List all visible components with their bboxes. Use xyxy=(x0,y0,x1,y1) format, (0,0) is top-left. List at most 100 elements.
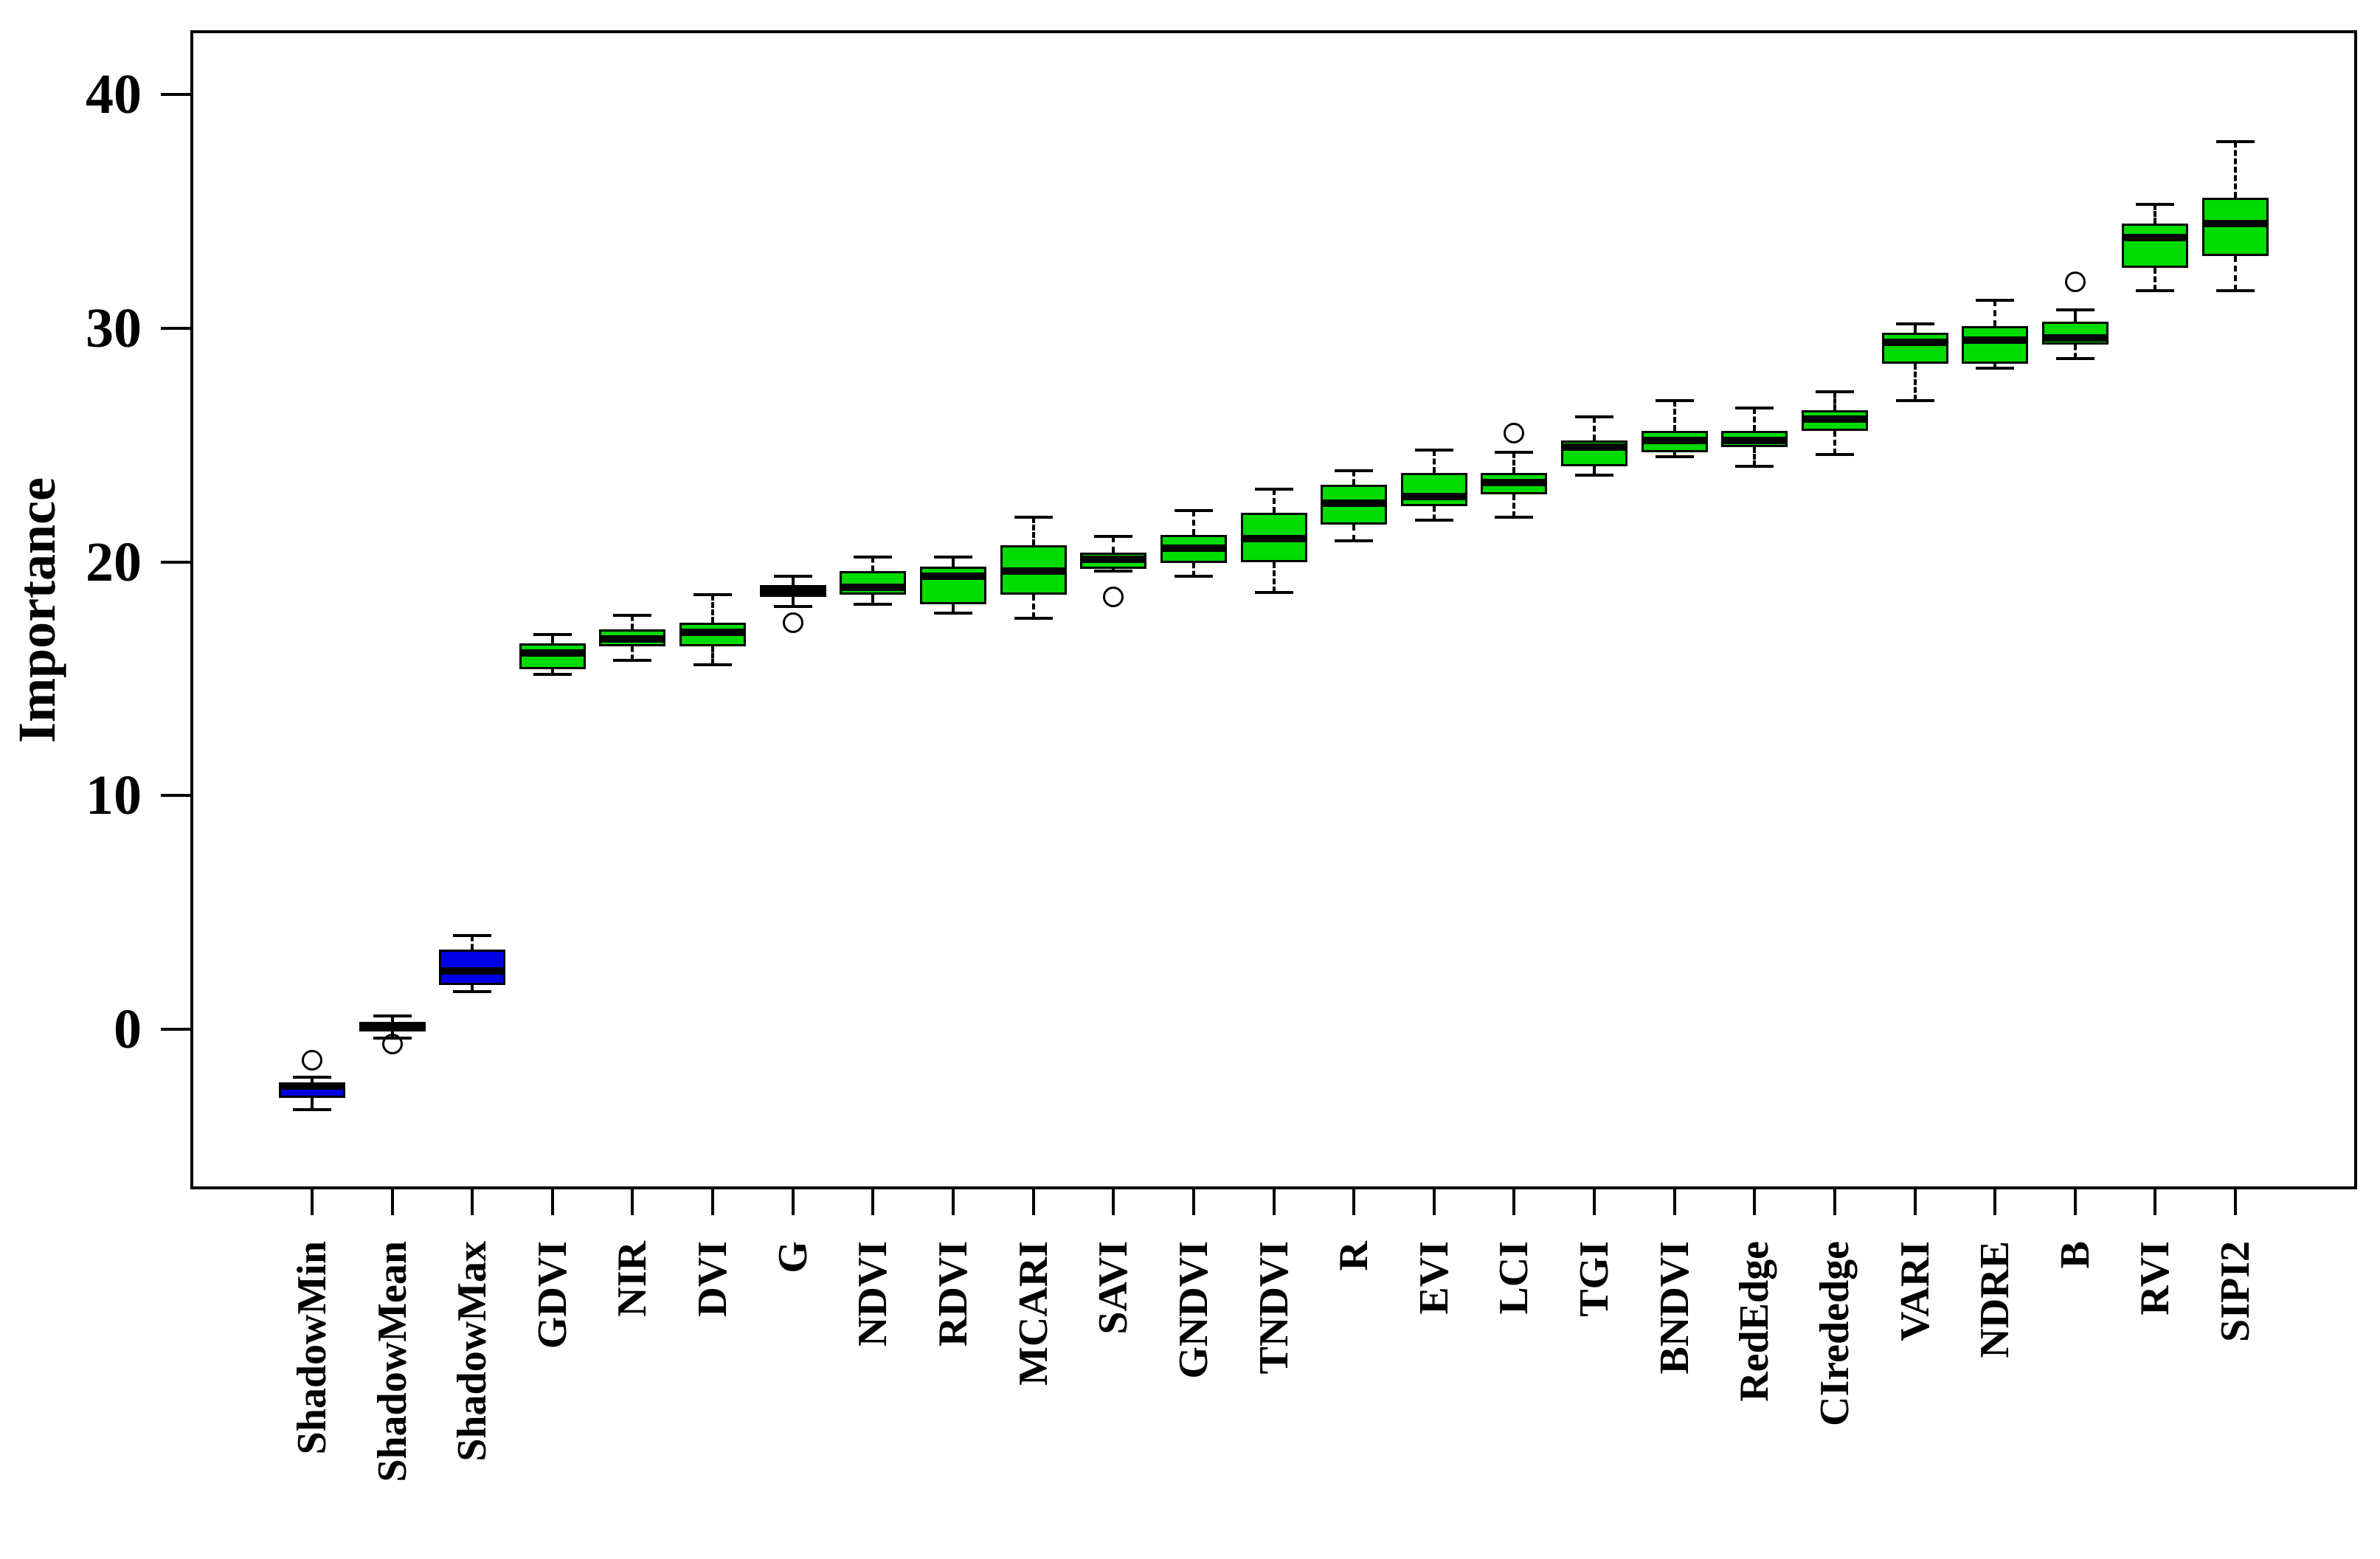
outlier-point xyxy=(2064,271,2086,292)
y-axis-title: Importance xyxy=(7,477,66,743)
lower-whisker-line xyxy=(471,984,474,992)
x-axis-label: B xyxy=(2052,1241,2098,1269)
upper-whisker-line xyxy=(951,557,955,567)
outlier-point xyxy=(1504,423,1525,444)
x-axis-label: SAVI xyxy=(1090,1241,1137,1335)
x-axis-tick xyxy=(1191,1188,1195,1215)
median-line xyxy=(1641,436,1708,444)
median-line xyxy=(1400,492,1467,500)
lower-whisker-line xyxy=(1031,594,1035,618)
x-axis-tick xyxy=(310,1188,314,1215)
lower-whisker-cap xyxy=(1094,570,1133,573)
y-axis-tick xyxy=(161,93,190,97)
y-axis-tick xyxy=(161,1027,190,1031)
x-axis-label: RVI xyxy=(2132,1241,2179,1316)
outlier-point xyxy=(782,612,803,633)
y-axis-tick-label: 0 xyxy=(114,998,142,1060)
upper-whisker-line xyxy=(1833,391,1836,410)
median-line xyxy=(599,635,666,643)
lower-whisker-line xyxy=(1432,505,1436,520)
lower-whisker-cap xyxy=(2136,289,2175,293)
upper-whisker-cap xyxy=(933,556,972,559)
lower-whisker-line xyxy=(1593,466,1597,476)
median-line xyxy=(1561,443,1628,452)
y-axis-tick-label: 30 xyxy=(86,297,142,360)
upper-whisker-line xyxy=(550,634,554,644)
median-line xyxy=(439,967,506,975)
lower-whisker-cap xyxy=(1014,616,1053,620)
x-axis-tick xyxy=(550,1188,554,1215)
lower-whisker-line xyxy=(1993,363,1997,368)
upper-whisker-cap xyxy=(613,614,652,618)
x-axis-tick xyxy=(390,1188,394,1215)
x-axis-tick xyxy=(1993,1188,1997,1215)
box-VARI xyxy=(1881,333,1948,364)
upper-whisker-cap xyxy=(773,574,812,578)
lower-whisker-cap xyxy=(1815,452,1854,456)
x-axis-tick xyxy=(1352,1188,1356,1215)
x-axis-label: TNDVI xyxy=(1250,1241,1297,1375)
lower-whisker-cap xyxy=(1976,366,2015,370)
x-axis-label: BNDVI xyxy=(1651,1241,1698,1375)
x-axis-tick xyxy=(1672,1188,1676,1215)
lower-whisker-cap xyxy=(1575,474,1614,477)
lower-whisker-line xyxy=(631,646,634,660)
outlier-point xyxy=(381,1034,403,1055)
y-axis-tick-label: 10 xyxy=(86,764,142,827)
x-axis-label: NDVI xyxy=(850,1241,896,1347)
x-axis-tick xyxy=(2154,1188,2157,1215)
upper-whisker-line xyxy=(1913,323,1917,333)
upper-whisker-cap xyxy=(1014,516,1053,519)
x-axis-label: NDRE xyxy=(1972,1241,2018,1358)
x-axis-tick xyxy=(1593,1188,1597,1215)
x-axis-label: EVI xyxy=(1411,1241,1457,1315)
lower-whisker-cap xyxy=(1735,464,1774,468)
lower-whisker-line xyxy=(1753,447,1757,466)
upper-whisker-cap xyxy=(1655,399,1694,403)
upper-whisker-cap xyxy=(1895,322,1934,325)
upper-whisker-cap xyxy=(1335,469,1374,473)
y-axis-tick xyxy=(161,794,190,798)
x-axis-tick xyxy=(1833,1188,1836,1215)
x-axis-label: ShadowMax xyxy=(449,1241,496,1462)
upper-whisker-line xyxy=(471,936,474,950)
upper-whisker-cap xyxy=(2216,139,2255,143)
upper-whisker-line xyxy=(1112,536,1115,553)
median-line xyxy=(1080,556,1147,564)
plot-border xyxy=(190,30,2357,1189)
median-line xyxy=(1240,534,1307,542)
x-axis-label: RDVI xyxy=(930,1241,976,1347)
lower-whisker-cap xyxy=(533,672,572,676)
x-axis-label: G xyxy=(769,1241,816,1273)
upper-whisker-line xyxy=(1191,510,1195,536)
box-EVI xyxy=(1400,473,1467,506)
x-axis-label: TGI xyxy=(1571,1241,1618,1317)
lower-whisker-line xyxy=(871,594,875,604)
upper-whisker-line xyxy=(1432,449,1436,474)
x-axis-tick xyxy=(1031,1188,1035,1215)
box-NDRE xyxy=(1962,325,2029,364)
upper-whisker-cap xyxy=(2136,203,2175,207)
upper-whisker-cap xyxy=(693,592,733,596)
upper-whisker-line xyxy=(1272,489,1276,514)
upper-whisker-cap xyxy=(533,632,572,636)
lower-whisker-line xyxy=(2154,267,2157,291)
lower-whisker-cap xyxy=(2055,357,2094,361)
upper-whisker-line xyxy=(1593,417,1597,440)
lower-whisker-cap xyxy=(453,990,492,994)
lower-whisker-cap xyxy=(933,612,972,615)
upper-whisker-line xyxy=(2234,141,2238,198)
lower-whisker-line xyxy=(1512,494,1516,518)
lower-whisker-line xyxy=(1191,563,1195,576)
lower-whisker-line xyxy=(791,597,795,606)
lower-whisker-line xyxy=(550,669,554,674)
upper-whisker-line xyxy=(791,575,795,586)
upper-whisker-cap xyxy=(1174,508,1213,512)
x-axis-label: GNDVI xyxy=(1170,1241,1217,1379)
upper-whisker-cap xyxy=(1735,406,1774,409)
y-axis-tick-label: 40 xyxy=(86,63,142,126)
x-axis-label: VARI xyxy=(1892,1241,1938,1341)
lower-whisker-cap xyxy=(1495,516,1534,519)
x-axis-tick xyxy=(1913,1188,1917,1215)
